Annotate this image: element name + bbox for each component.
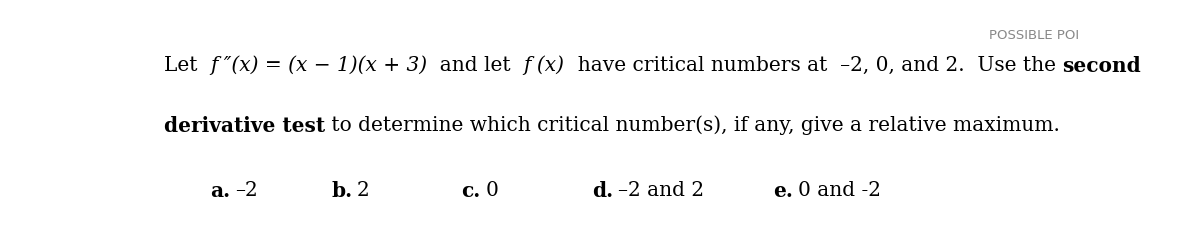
Text: b.: b. <box>331 181 353 201</box>
Text: d.: d. <box>592 181 613 201</box>
Text: have critical numbers at  –2, 0, and 2.  Use the: have critical numbers at –2, 0, and 2. U… <box>565 56 1062 75</box>
Text: e.: e. <box>773 181 793 201</box>
Text: derivative test: derivative test <box>164 116 325 136</box>
Text: f (x): f (x) <box>523 56 565 75</box>
Text: –2: –2 <box>235 181 258 200</box>
Text: a.: a. <box>210 181 230 201</box>
Text: 2: 2 <box>358 181 370 200</box>
Text: –2 and 2: –2 and 2 <box>618 181 703 200</box>
Text: 0 and -2: 0 and -2 <box>798 181 881 200</box>
Text: second: second <box>1062 56 1141 76</box>
Text: to determine which critical number(s), if any, give a relative maximum.: to determine which critical number(s), i… <box>325 116 1060 135</box>
Text: 0: 0 <box>486 181 498 200</box>
Text: f ″(x) = (x − 1)(x + 3): f ″(x) = (x − 1)(x + 3) <box>210 56 427 75</box>
Text: Let: Let <box>164 56 210 75</box>
Text: c.: c. <box>462 181 481 201</box>
Text: POSSIBLE POI: POSSIBLE POI <box>989 29 1079 42</box>
Text: and let: and let <box>427 56 523 75</box>
